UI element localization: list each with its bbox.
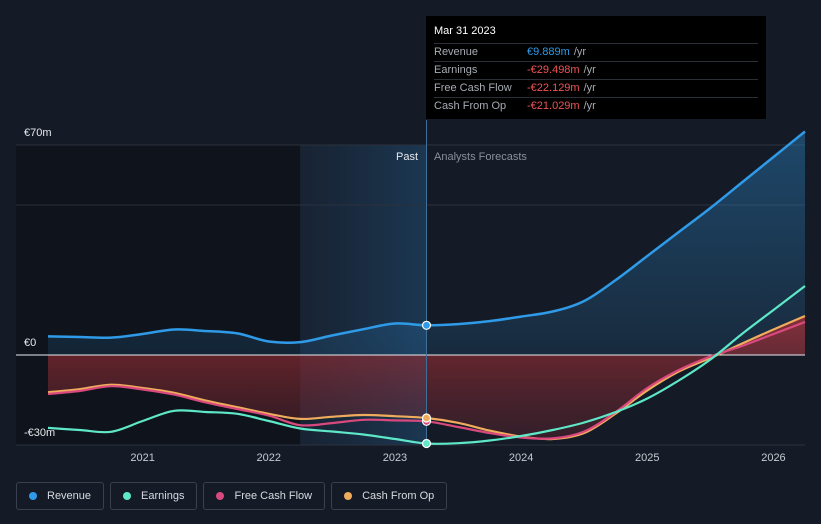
y-label-top: €70m [24,127,52,139]
tooltip-row-free-cash-flow: Free Cash Flow -€22.129m /yr [434,79,758,97]
tooltip-date: Mar 31 2023 [434,25,496,37]
legend-label: Cash From Op [362,490,435,502]
legend-item-cash-from-op[interactable]: Cash From Op [331,482,448,510]
legend-label: Free Cash Flow [234,490,313,502]
marker-revenue[interactable] [421,320,432,330]
x-tick-label: 2023 [383,452,407,464]
x-tick-label: 2021 [130,452,154,464]
legend-item-free-cash-flow[interactable]: Free Cash Flow [203,482,326,510]
marker-earnings[interactable] [421,438,432,449]
tooltip: Mar 31 2023 Revenue €9.889m /yr Earnings… [426,16,766,119]
tooltip-label: Cash From Op [434,100,507,112]
tooltip-value: -€21.029m [527,100,580,112]
tooltip-value: -€22.129m [527,82,580,94]
legend-item-revenue[interactable]: Revenue [16,482,105,510]
tooltip-row-cash-from-op: Cash From Op -€21.029m /yr [434,97,758,115]
legend: Revenue Earnings Free Cash Flow Cash Fro… [16,482,448,510]
tooltip-label: Earnings [434,64,478,76]
tooltip-unit: /yr [583,82,596,94]
revenue-area [48,131,805,355]
past-label: Past [396,151,418,163]
tooltip-row-revenue: Revenue €9.889m /yr [434,43,758,61]
legend-label: Revenue [47,490,92,502]
x-tick-label: 2022 [257,452,281,464]
tooltip-unit: /yr [573,46,587,58]
legend-dot-icon [123,492,132,500]
forecast-label: Analysts Forecasts [434,151,527,163]
tooltip-value: €9.889m [527,46,570,58]
x-tick-label: 2025 [635,452,659,464]
legend-label: Earnings [141,490,185,502]
tooltip-unit: /yr [583,64,596,76]
x-tick-label: 2024 [509,452,533,464]
legend-item-earnings[interactable]: Earnings [110,482,198,510]
legend-dot-icon [344,492,353,500]
tooltip-label: Free Cash Flow [434,82,512,94]
tooltip-unit: /yr [583,100,596,112]
tooltip-label: Revenue [434,46,479,58]
y-label-zero: €0 [24,337,36,349]
tooltip-value: -€29.498m [527,64,580,76]
y-label-bottom: -€30m [24,427,55,439]
marker-cash-from-op[interactable] [421,413,432,423]
tooltip-row-earnings: Earnings -€29.498m /yr [434,61,758,79]
legend-dot-icon [216,492,225,500]
legend-dot-icon [29,492,37,500]
x-tick-label: 2026 [761,452,785,464]
